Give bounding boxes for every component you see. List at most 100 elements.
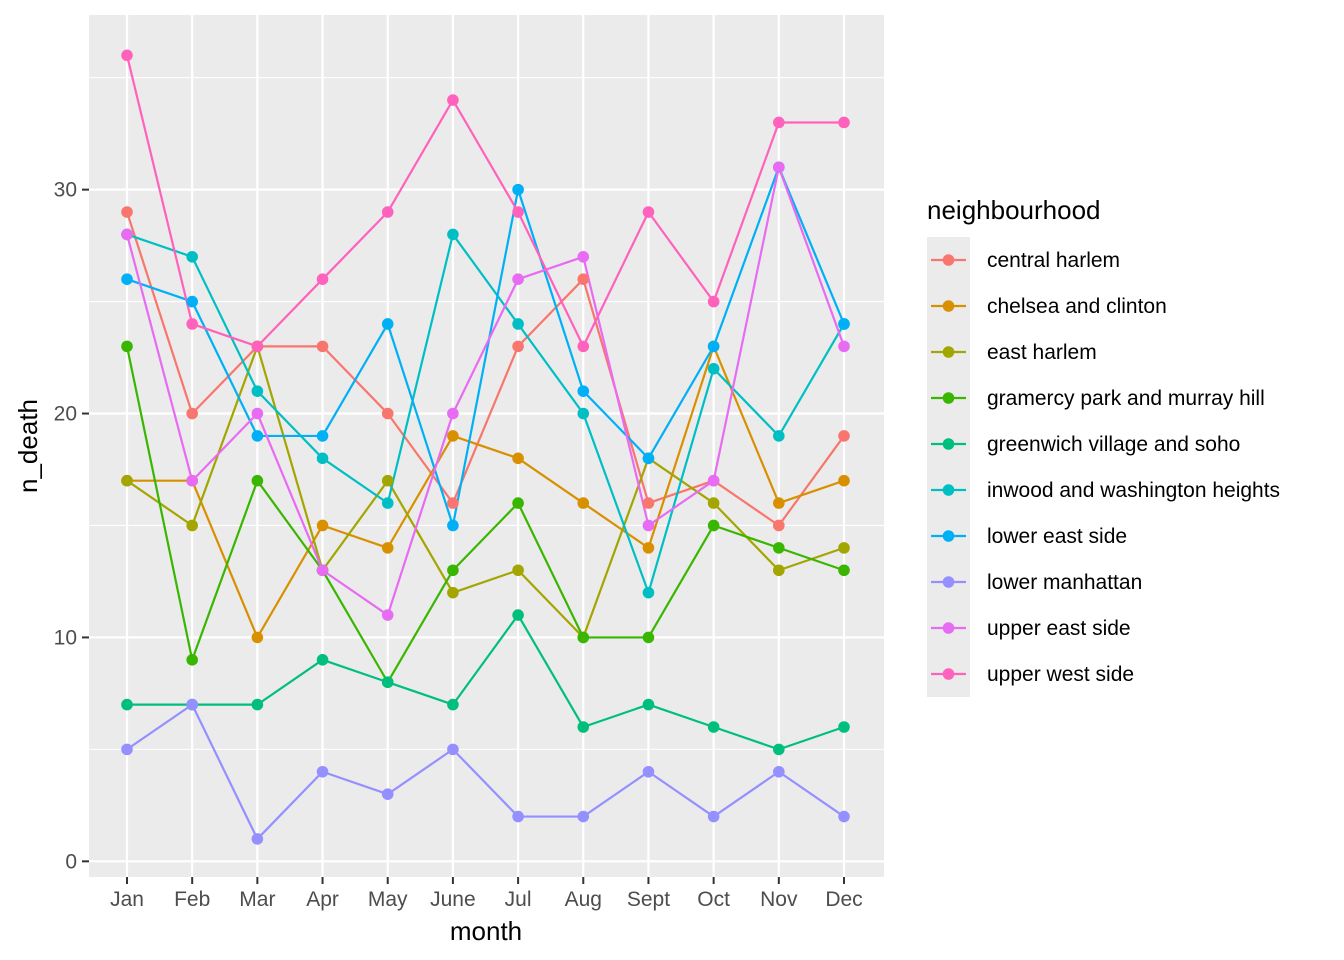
data-point bbox=[577, 385, 590, 397]
data-point bbox=[773, 161, 785, 174]
data-point bbox=[577, 810, 590, 823]
legend-label: chelsea and clinton bbox=[987, 295, 1167, 318]
data-point bbox=[512, 609, 524, 621]
x-tick-label: Mar bbox=[239, 888, 275, 911]
legend-key-point bbox=[942, 346, 955, 358]
data-point bbox=[121, 340, 133, 353]
x-tick-label: Apr bbox=[306, 888, 339, 911]
data-point bbox=[251, 385, 264, 397]
data-point bbox=[447, 743, 459, 756]
data-point bbox=[381, 407, 394, 420]
data-point bbox=[316, 765, 329, 778]
data-point bbox=[381, 609, 394, 621]
data-point bbox=[838, 318, 850, 330]
legend: neighbourhood central harlem chelsea and … bbox=[927, 195, 1280, 697]
y-tick-label: 0 bbox=[65, 850, 77, 873]
data-point bbox=[186, 407, 198, 420]
data-point bbox=[316, 564, 329, 577]
data-point bbox=[512, 452, 524, 465]
data-point bbox=[121, 49, 133, 62]
data-point bbox=[642, 519, 655, 532]
x-tick-label: Dec bbox=[825, 888, 862, 911]
data-point bbox=[577, 497, 590, 509]
data-point bbox=[512, 206, 524, 218]
legend-key-point bbox=[942, 254, 955, 266]
legend-key-point bbox=[942, 484, 955, 496]
data-point bbox=[512, 340, 524, 353]
legend-label: upper east side bbox=[987, 617, 1131, 640]
x-tick-label: Jan bbox=[110, 888, 144, 911]
legend-key-point bbox=[942, 392, 955, 404]
data-point bbox=[707, 295, 720, 308]
series-points bbox=[121, 49, 850, 845]
legend-key-point bbox=[942, 438, 955, 450]
data-point bbox=[642, 586, 655, 599]
data-point bbox=[447, 94, 459, 106]
data-point bbox=[251, 340, 264, 353]
x-tick-label: June bbox=[430, 888, 476, 911]
data-point bbox=[577, 273, 590, 285]
data-point bbox=[512, 564, 524, 577]
data-point bbox=[251, 631, 264, 644]
data-point bbox=[838, 430, 850, 442]
x-tick-label: Jul bbox=[505, 888, 532, 911]
data-point bbox=[447, 564, 459, 577]
data-point bbox=[838, 116, 850, 129]
legend-key-point bbox=[942, 622, 955, 634]
data-point bbox=[707, 497, 720, 509]
data-point bbox=[316, 452, 329, 465]
y-tick-label: 10 bbox=[54, 626, 77, 649]
data-point bbox=[707, 519, 720, 532]
x-tick-label: Aug bbox=[565, 888, 602, 911]
data-point bbox=[773, 564, 785, 577]
data-point bbox=[773, 116, 785, 129]
data-point bbox=[121, 474, 133, 487]
data-point bbox=[577, 251, 590, 263]
panel-background bbox=[89, 15, 884, 877]
legend-label: gramercy park and murray hill bbox=[987, 387, 1265, 410]
data-point bbox=[447, 698, 459, 711]
data-point bbox=[838, 721, 850, 733]
data-point bbox=[577, 407, 590, 420]
data-point bbox=[316, 273, 329, 285]
data-point bbox=[773, 765, 785, 778]
data-point bbox=[381, 206, 394, 218]
data-point bbox=[642, 631, 655, 644]
x-tick-label: Nov bbox=[760, 888, 798, 911]
data-point bbox=[707, 721, 720, 733]
data-point bbox=[186, 519, 198, 532]
data-point bbox=[838, 474, 850, 487]
series-line bbox=[127, 613, 845, 751]
y-tick-label: 30 bbox=[54, 179, 77, 202]
legend-title: neighbourhood bbox=[927, 195, 1101, 225]
data-point bbox=[251, 430, 264, 442]
data-point bbox=[447, 497, 459, 509]
data-point bbox=[447, 228, 459, 241]
data-point bbox=[577, 721, 590, 733]
data-point bbox=[381, 542, 394, 554]
data-point bbox=[447, 430, 459, 442]
legend-key-point bbox=[942, 576, 955, 588]
x-axis-title: month bbox=[450, 916, 522, 946]
data-point bbox=[251, 407, 264, 420]
data-point bbox=[316, 340, 329, 353]
x-tick-label: May bbox=[368, 888, 408, 911]
data-point bbox=[642, 765, 655, 778]
data-point bbox=[512, 497, 524, 509]
data-point bbox=[512, 810, 524, 823]
legend-label: greenwich village and soho bbox=[987, 433, 1240, 456]
y-axis-title: n_death bbox=[13, 399, 43, 493]
data-point bbox=[577, 631, 590, 644]
legend-label: lower manhattan bbox=[987, 571, 1142, 594]
data-point bbox=[707, 362, 720, 375]
x-tick-label: Feb bbox=[174, 888, 210, 911]
data-point bbox=[773, 430, 785, 442]
x-tick-label: Sept bbox=[627, 888, 670, 911]
series-lines bbox=[125, 55, 846, 841]
data-point bbox=[121, 743, 133, 756]
data-point bbox=[642, 206, 655, 218]
data-point bbox=[186, 318, 198, 330]
data-point bbox=[121, 206, 133, 218]
series-line bbox=[126, 166, 846, 527]
data-point bbox=[251, 698, 264, 711]
